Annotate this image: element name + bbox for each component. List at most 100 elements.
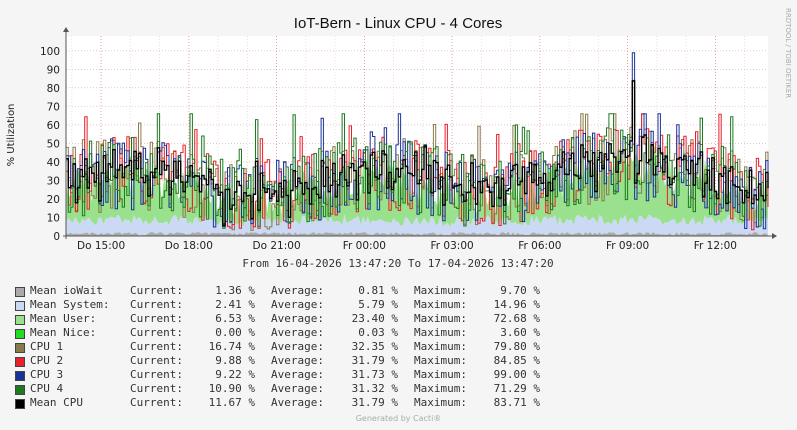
y-tick-label: 10 [47,212,60,224]
legend-average-value: 5.79 % [358,298,398,311]
y-tick-label: 0 [53,231,60,243]
time-range-label: From 16-04-2026 13:47:20 To 17-04-2026 1… [242,257,553,270]
legend-average-value: 31.79 % [351,396,398,409]
x-tick-label: Fr 06:00 [518,240,561,252]
legend-average-value: 31.79 % [351,354,398,367]
legend-maximum-value: 14.96 % [493,298,540,311]
legend-current-label: Current: [130,298,183,311]
legend-current-label: Current: [130,340,183,353]
legend-average-label: Average: [271,298,324,311]
legend-swatch [15,329,25,339]
legend-maximum-label: Maximum: [414,368,467,381]
x-tick-label: Do 18:00 [165,240,213,252]
legend-swatch [15,357,25,367]
legend-series-name: Mean ioWait [30,284,103,297]
legend-series-name: CPU 1 [30,340,64,353]
y-tick-label: 60 [47,120,60,132]
legend-maximum-value: 3.60 % [500,326,540,339]
legend-current-value: 0.00 % [215,326,255,339]
chart-title: IoT-Bern - Linux CPU - 4 Cores [294,15,502,32]
legend-average-value: 31.32 % [351,382,398,395]
rrdtool-watermark: RRDTOOL / TOBI OETIKER [784,8,792,98]
legend-swatch [15,343,25,353]
legend-average-label: Average: [271,340,324,353]
legend-swatch [15,287,25,297]
y-tick-label: 30 [47,175,60,187]
y-tick-label: 50 [47,138,60,150]
legend-current-label: Current: [130,312,183,325]
mean-system-area [66,214,768,236]
legend-current-value: 10.90 % [208,382,255,395]
axes: 0 10 20 30 40 50 60 70 80 90 100 Do 15:00 Do 18:00 Do… [40,27,777,252]
legend-maximum-value: 9.70 % [500,284,540,297]
legend-average-label: Average: [271,368,324,381]
y-tick-label: 90 [47,64,60,76]
y-tick-label: 80 [47,83,60,95]
legend-current-label: Current: [130,396,183,409]
legend-average-label: Average: [271,354,324,367]
x-tick-label: Fr 03:00 [430,240,473,252]
legend-series-name: Mean User: [30,312,97,325]
legend-maximum-value: 71.29 % [493,382,540,395]
legend-swatch [15,301,25,311]
legend-average-value: 23.40 % [351,312,398,325]
legend-swatch [15,315,25,325]
footer-credit: Generated by Cacti® [355,414,442,423]
legend-current-value: 9.88 % [215,354,255,367]
mean-cpu-line [66,80,769,227]
legend-current-label: Current: [130,382,183,395]
y-tick-label: 100 [40,46,60,58]
legend-maximum-value: 72.68 % [493,312,540,325]
legend-current-label: Current: [130,326,183,339]
legend-series-name: CPU 2 [30,354,64,367]
y-axis-arrow-icon [63,27,69,32]
legend-current-value: 9.22 % [215,368,255,381]
x-axis-arrow-icon [772,233,777,239]
legend-average-label: Average: [271,284,324,297]
legend-series-name: CPU 4 [30,382,64,395]
legend-average-label: Average: [271,396,324,409]
legend-current-value: 11.67 % [208,396,255,409]
legend-average-label: Average: [271,326,324,339]
legend-current-value: 1.36 % [215,284,255,297]
legend-series-name: CPU 3 [30,368,64,381]
legend-average-label: Average: [271,312,324,325]
line-series [66,52,769,231]
legend-maximum-label: Maximum: [414,382,467,395]
legend-swatch [15,399,25,409]
y-tick-label: 40 [47,157,60,169]
x-tick-label: Do 21:00 [253,240,301,252]
legend-current-value: 6.53 % [215,312,255,325]
legend-current-value: 2.41 % [215,298,255,311]
y-tick-label: 70 [47,101,60,113]
legend-maximum-value: 83.71 % [493,396,540,409]
legend-average-value: 31.73 % [351,368,398,381]
legend-average-value: 0.81 % [358,284,398,297]
legend-current-label: Current: [130,354,183,367]
legend-average-value: 32.35 % [351,340,398,353]
mean-iowait-area [66,231,768,236]
legend-maximum-label: Maximum: [414,326,467,339]
legend-current-label: Current: [130,368,183,381]
legend-maximum-value: 99.00 % [493,368,540,381]
cpu-utilization-chart: IoT-Bern - Linux CPU - 4 Cores % Utiliza… [6,8,792,270]
x-tick-label: Do 15:00 [77,240,125,252]
legend-current-label: Current: [130,284,183,297]
y-tick-label: 20 [47,194,60,206]
legend-maximum-label: Maximum: [414,284,467,297]
legend-maximum-label: Maximum: [414,298,467,311]
legend-maximum-label: Maximum: [414,354,467,367]
x-tick-label: Fr 12:00 [694,240,737,252]
legend-series-name: Mean Nice: [30,326,97,339]
x-tick-label: Fr 09:00 [606,240,649,252]
y-axis-label: % Utilization [6,104,17,167]
legend-average-label: Average: [271,382,324,395]
legend-current-value: 16.74 % [208,340,255,353]
legend-maximum-label: Maximum: [414,312,467,325]
legend-maximum-value: 84.85 % [493,354,540,367]
legend-series-name: Mean CPU [30,396,83,409]
legend-maximum-label: Maximum: [414,396,467,409]
legend-swatch [15,385,25,395]
legend-series-name: Mean System: [30,298,110,311]
